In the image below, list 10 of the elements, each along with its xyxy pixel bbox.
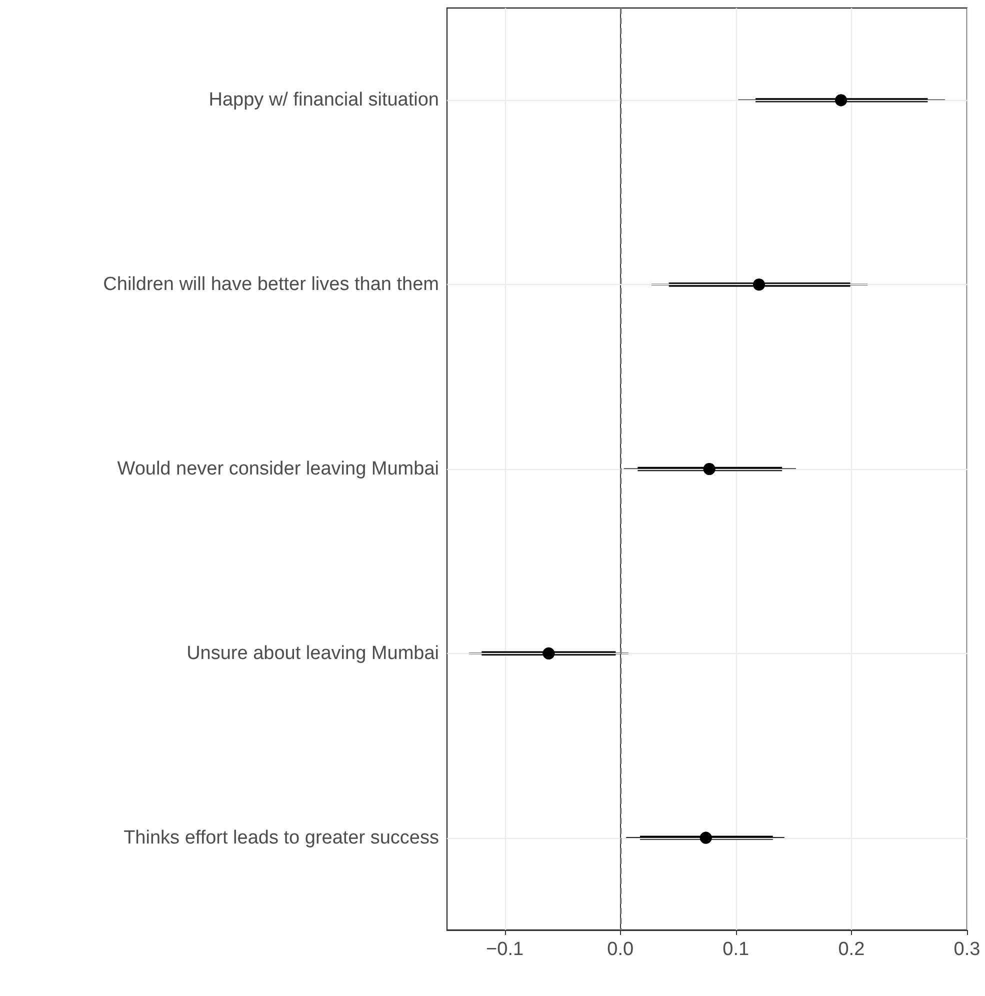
y-tick-label: Unsure about leaving Mumbai — [186, 642, 439, 664]
x-tick-label: −0.1 — [486, 939, 524, 960]
y-tick-label: Happy w/ financial situation — [208, 90, 439, 111]
y-tick-label: Thinks effort leads to greater success — [124, 827, 439, 848]
y-tick-label: Would never consider leaving Mumbai — [117, 458, 439, 480]
x-tick-label: 0.3 — [954, 939, 980, 960]
x-tick-label: 0.0 — [607, 939, 634, 960]
x-tick-label: 0.1 — [722, 939, 750, 960]
y-tick-label: Children will have better lives than them — [103, 274, 439, 296]
x-tick-label: 0.2 — [838, 939, 865, 960]
